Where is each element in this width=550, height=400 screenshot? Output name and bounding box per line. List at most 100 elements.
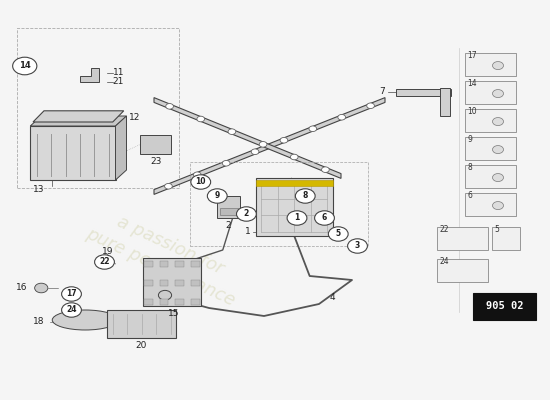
Text: a passion for
pure performance: a passion for pure performance [82, 203, 248, 309]
Bar [256, 178, 333, 236]
Circle shape [191, 175, 211, 189]
Text: 1: 1 [294, 214, 300, 222]
Circle shape [492, 146, 503, 154]
Bar [465, 109, 516, 132]
Circle shape [328, 227, 348, 241]
Circle shape [259, 142, 267, 147]
Circle shape [309, 126, 317, 132]
Text: 14: 14 [19, 62, 31, 70]
Text: 5: 5 [336, 230, 341, 238]
Bar [396, 89, 451, 96]
Text: 905 02: 905 02 [486, 302, 524, 311]
Polygon shape [33, 111, 124, 122]
Text: 17: 17 [468, 52, 477, 60]
Circle shape [164, 184, 172, 189]
Text: 2: 2 [244, 210, 249, 218]
Bar [107, 310, 176, 338]
Text: 10: 10 [195, 178, 206, 186]
Bar [437, 259, 488, 282]
Text: 17: 17 [66, 290, 77, 298]
Polygon shape [80, 68, 99, 82]
Bar [140, 135, 170, 154]
Bar [143, 258, 201, 306]
Bar [191, 261, 200, 267]
Circle shape [35, 283, 48, 293]
Circle shape [348, 239, 367, 253]
Circle shape [315, 211, 334, 225]
Bar [492, 227, 520, 250]
Circle shape [322, 167, 329, 172]
Bar [160, 280, 168, 286]
Circle shape [13, 57, 37, 75]
Bar [465, 193, 516, 216]
Circle shape [62, 287, 81, 301]
Text: 10: 10 [468, 108, 477, 116]
Bar [256, 180, 333, 186]
Ellipse shape [52, 310, 118, 330]
Text: 22: 22 [440, 226, 449, 234]
Text: 20: 20 [136, 341, 147, 350]
Bar [30, 126, 116, 180]
Circle shape [338, 114, 345, 120]
Text: 2: 2 [226, 221, 231, 230]
Circle shape [197, 116, 205, 122]
Text: 11: 11 [113, 68, 124, 77]
Bar [220, 208, 238, 215]
Circle shape [492, 118, 503, 126]
Text: 8: 8 [468, 164, 472, 172]
Circle shape [236, 207, 256, 221]
Bar [16, 28, 179, 188]
Polygon shape [116, 116, 127, 180]
Circle shape [492, 62, 503, 70]
Text: 3: 3 [355, 242, 360, 250]
Bar [190, 162, 368, 246]
Text: 19: 19 [102, 248, 113, 256]
Circle shape [207, 189, 227, 203]
Bar [160, 261, 168, 267]
Bar [144, 280, 153, 286]
Circle shape [290, 154, 298, 160]
Bar [440, 88, 450, 116]
Text: 5: 5 [494, 226, 499, 234]
Text: 15: 15 [168, 309, 179, 318]
Bar [465, 81, 516, 104]
Polygon shape [30, 116, 127, 126]
Circle shape [222, 160, 230, 166]
Bar [191, 299, 200, 305]
Text: 9: 9 [214, 192, 220, 200]
Text: 4: 4 [330, 294, 336, 302]
Text: 7: 7 [379, 88, 385, 96]
Polygon shape [154, 98, 385, 194]
Text: 8: 8 [302, 192, 308, 200]
Circle shape [251, 149, 259, 154]
Polygon shape [154, 98, 341, 178]
Bar [175, 299, 184, 305]
Circle shape [367, 103, 375, 108]
Bar [465, 53, 516, 76]
Circle shape [287, 211, 307, 225]
Bar [465, 165, 516, 188]
Bar [144, 299, 153, 305]
Bar [473, 293, 536, 320]
Text: 24: 24 [66, 306, 77, 314]
Bar [175, 261, 184, 267]
Text: 14: 14 [468, 80, 477, 88]
Text: 16: 16 [16, 284, 28, 292]
Circle shape [228, 129, 236, 134]
Text: 18: 18 [33, 318, 45, 326]
Text: 6: 6 [468, 192, 472, 200]
Circle shape [95, 255, 114, 269]
Circle shape [492, 174, 503, 182]
Text: 21: 21 [113, 78, 124, 86]
Text: 23: 23 [150, 157, 161, 166]
Bar [437, 227, 488, 250]
Circle shape [280, 138, 288, 143]
Bar [160, 299, 168, 305]
Bar [175, 280, 184, 286]
Text: 9: 9 [468, 136, 472, 144]
Circle shape [158, 290, 172, 300]
Text: 24: 24 [440, 258, 450, 266]
Text: 13: 13 [33, 186, 45, 194]
Bar [191, 280, 200, 286]
Text: 6: 6 [322, 214, 327, 222]
